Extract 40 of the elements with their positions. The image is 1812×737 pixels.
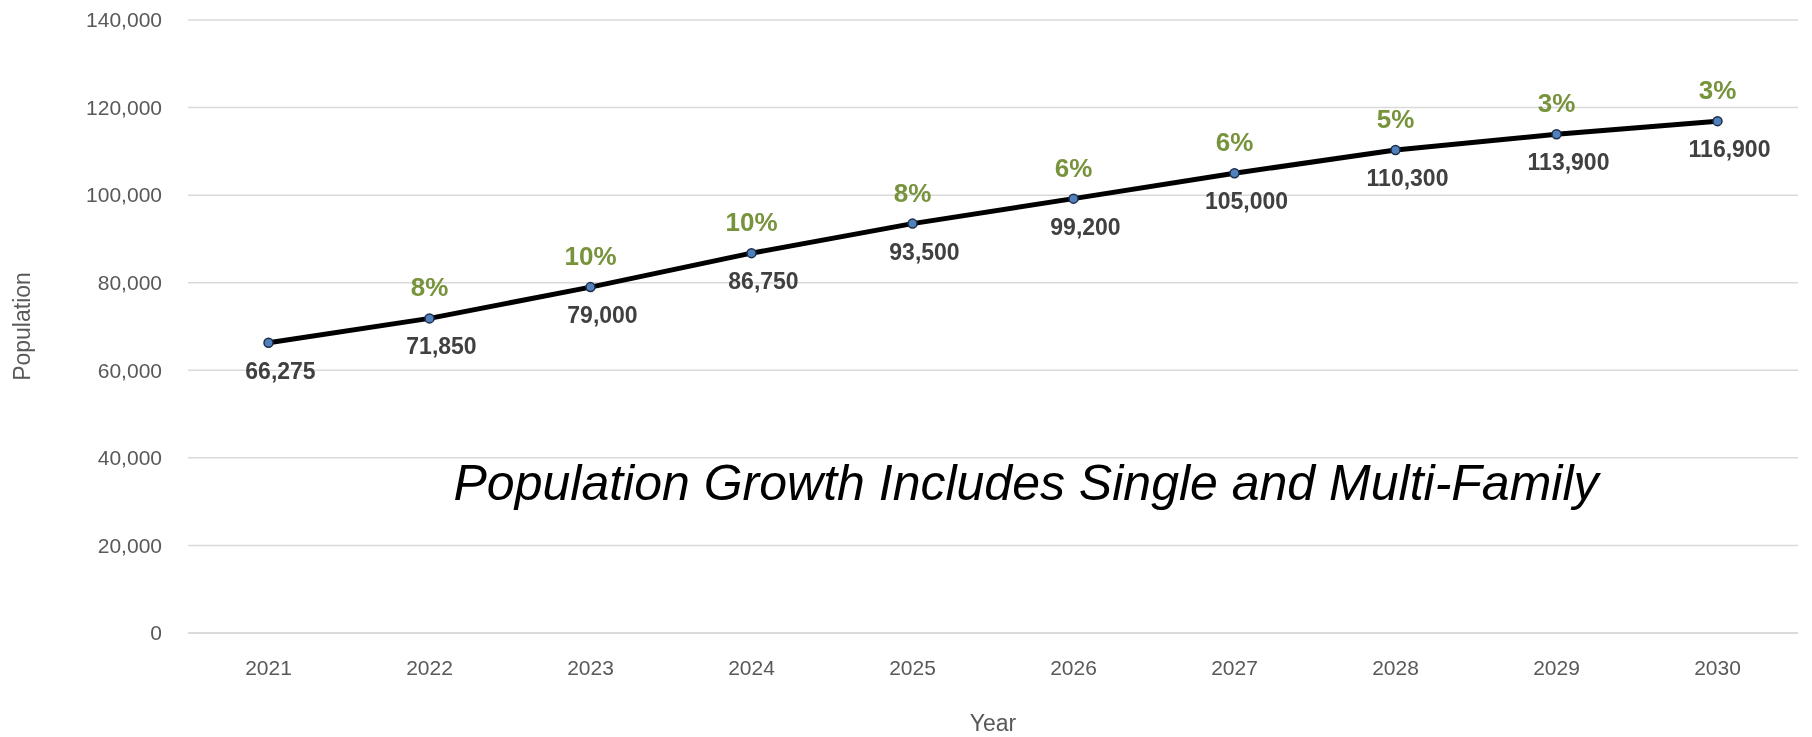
annotation: 8% — [410, 272, 449, 303]
x-axis-title: Year — [969, 710, 1017, 736]
y-tick-label: 100,000 — [86, 183, 162, 207]
annotation: 5% — [1376, 104, 1415, 135]
data-label: 66,275 — [245, 357, 316, 384]
data-label: 110,300 — [1366, 165, 1449, 192]
data-label: 116,900 — [1688, 136, 1771, 163]
x-tick-label: 2022 — [406, 656, 453, 679]
x-tick-label: 2025 — [889, 656, 936, 679]
x-tick-label: 2021 — [245, 656, 292, 679]
annotation: 3% — [1698, 75, 1737, 106]
x-tick-label: 2024 — [728, 656, 776, 679]
annotation: 10% — [725, 207, 778, 238]
y-tick-label: 80,000 — [97, 271, 162, 295]
x-tick-label: 2029 — [1533, 656, 1580, 679]
data-label: 105,000 — [1204, 188, 1289, 215]
x-tick-label: 2026 — [1050, 656, 1097, 679]
x-tick-label: 2028 — [1372, 656, 1419, 679]
y-tick-label: 140,000 — [86, 8, 162, 32]
annotation: Population Growth Includes Single and Multi-Family — [453, 455, 1602, 511]
annotation: 8% — [893, 177, 932, 208]
data-label: 99,200 — [1050, 213, 1121, 240]
y-tick-label: 120,000 — [86, 95, 162, 119]
annotation: 6% — [1054, 152, 1093, 183]
y-tick-label: 0 — [150, 621, 162, 645]
y-tick-label: 60,000 — [97, 358, 162, 382]
x-tick-label: 2023 — [567, 656, 614, 679]
annotation: 3% — [1537, 88, 1576, 119]
x-tick-label: 2030 — [1694, 656, 1741, 679]
data-label: 71,850 — [406, 333, 477, 360]
data-label: 93,500 — [889, 238, 960, 265]
annotation: 6% — [1215, 127, 1254, 158]
data-label: 113,900 — [1527, 149, 1610, 176]
data-label: 86,750 — [728, 268, 799, 295]
y-axis-title: Population — [9, 272, 35, 381]
y-tick-label: 40,000 — [97, 446, 162, 470]
y-tick-label: 20,000 — [97, 533, 162, 557]
data-label: 79,000 — [567, 302, 638, 329]
x-tick-label: 2027 — [1211, 656, 1258, 679]
annotation: 10% — [564, 241, 617, 272]
